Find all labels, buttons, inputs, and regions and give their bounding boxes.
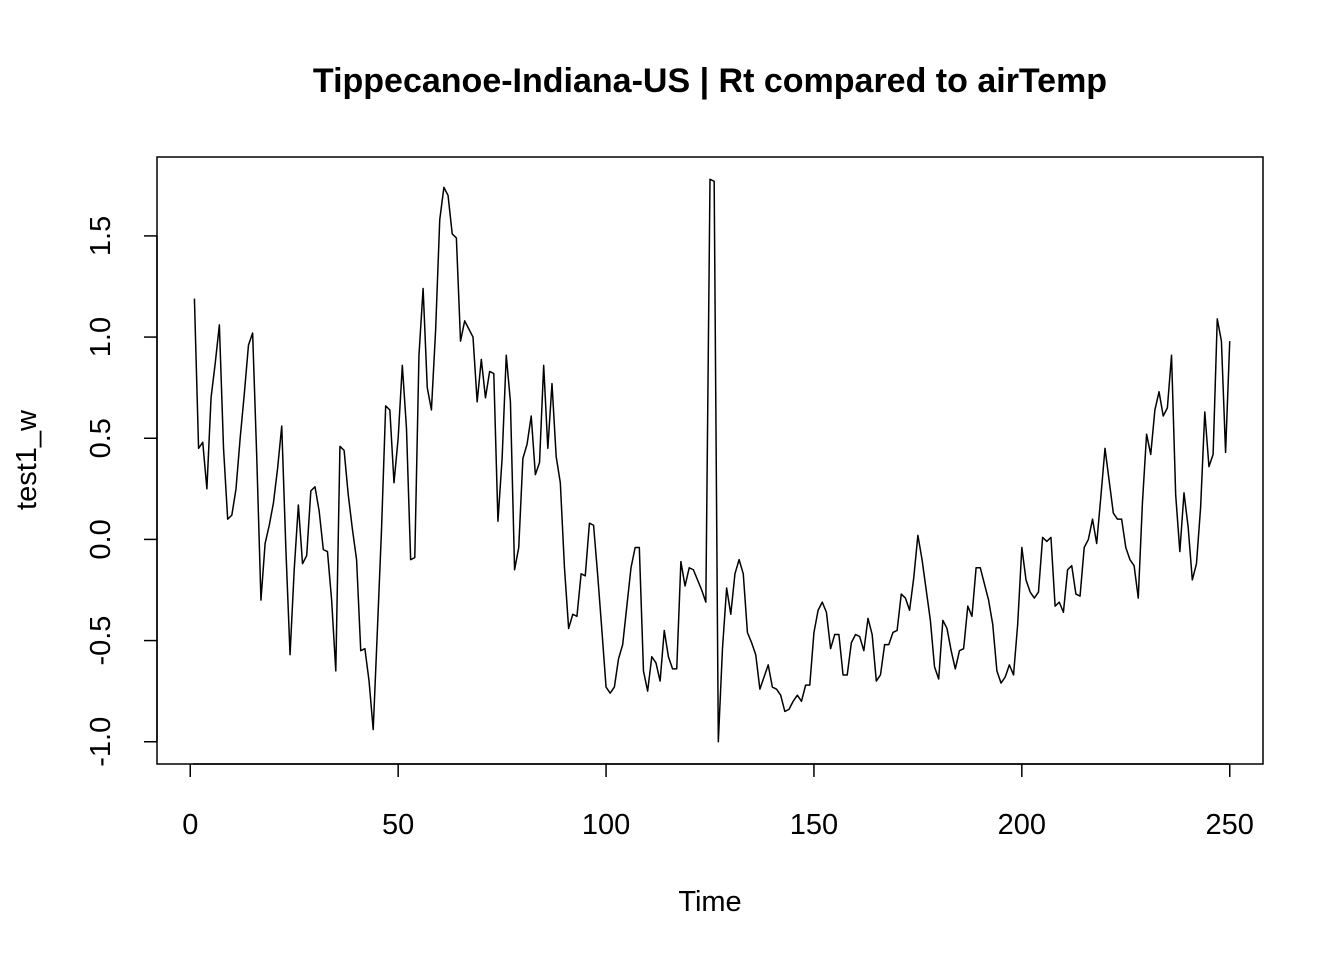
x-tick-label: 150 xyxy=(790,809,838,841)
y-tick-label: 1.5 xyxy=(85,216,117,256)
y-axis-ticks: -1.0 -0.5 0.0 0.5 1.0 1.5 xyxy=(85,216,157,767)
y-tick-label: 1.0 xyxy=(85,317,117,357)
x-tick-label: 100 xyxy=(582,809,630,841)
x-tick-label: 0 xyxy=(182,809,198,841)
x-axis-ticks: 0 50 100 150 200 250 xyxy=(182,764,1254,841)
y-tick-label: -1.0 xyxy=(85,717,117,767)
x-axis-label: Time xyxy=(678,886,741,918)
x-tick-label: 250 xyxy=(1206,809,1254,841)
chart-title: Tippecanoe-Indiana-US | Rt compared to a… xyxy=(313,62,1107,100)
series-line-test1-w xyxy=(193,178,1231,743)
y-tick-label: 0.5 xyxy=(85,418,117,458)
y-axis-label: test1_w xyxy=(11,409,43,510)
y-tick-label: 0.0 xyxy=(85,519,117,559)
x-tick-label: 200 xyxy=(998,809,1046,841)
x-tick-label: 50 xyxy=(382,809,414,841)
y-tick-label: -0.5 xyxy=(85,616,117,666)
